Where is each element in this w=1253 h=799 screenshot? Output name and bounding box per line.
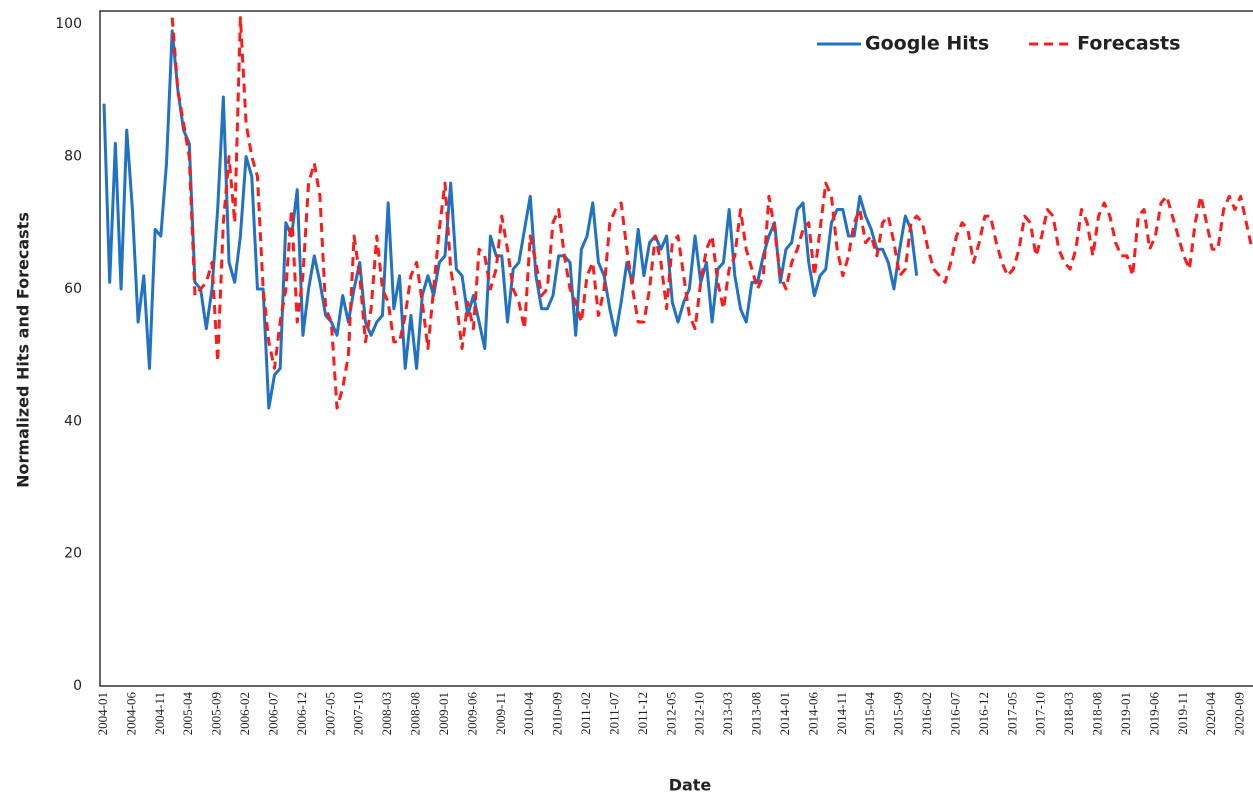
x-tick-label: 2017-05 [1004, 692, 1019, 735]
x-tick-label: 2016-12 [976, 692, 991, 735]
x-tick-label: 2011-12 [635, 692, 650, 735]
x-tick-label: 2009-01 [436, 692, 451, 735]
x-tick-label: 2009-06 [464, 692, 479, 736]
x-tick-label: 2012-10 [692, 692, 707, 735]
x-tick-label: 2004-01 [95, 692, 110, 735]
x-tick-label: 2007-10 [351, 692, 366, 735]
y-tick-label: 0 [73, 678, 82, 694]
x-tick-label: 2017-10 [1033, 692, 1048, 735]
x-tick-label: 2015-09 [891, 692, 906, 735]
x-tick-label: 2006-07 [265, 692, 280, 736]
x-tick-label: 2009-11 [493, 692, 508, 735]
legend-label: Google Hits [865, 33, 989, 55]
x-tick-label: 2016-02 [919, 692, 934, 735]
x-tick-label: 2014-11 [834, 692, 849, 735]
x-tick-label: 2019-11 [1175, 692, 1190, 735]
x-axis-title: Date [669, 776, 712, 795]
x-tick-label: 2019-01 [1118, 692, 1133, 735]
y-tick-label: 60 [64, 281, 82, 297]
x-tick-label: 2008-08 [408, 692, 423, 735]
x-tick-label: 2004-11 [152, 692, 167, 735]
x-tick-label: 2004-06 [123, 692, 138, 736]
x-tick-label: 2011-07 [606, 692, 621, 735]
series-line [170, 16, 1253, 410]
x-tick-label: 2014-06 [805, 692, 820, 736]
plot-area [102, 16, 1253, 410]
x-tick-label: 2018-03 [1061, 692, 1076, 735]
x-tick-label: 2006-02 [237, 692, 252, 735]
x-tick-label: 2019-06 [1146, 692, 1161, 736]
x-tick-label: 2020-04 [1203, 692, 1218, 736]
x-tick-label: 2012-05 [663, 692, 678, 735]
y-tick-label: 20 [64, 546, 82, 562]
x-tick-label: 2007-05 [322, 692, 337, 735]
y-axis-title: Normalized Hits and Forecasts [14, 212, 33, 488]
x-tick-label: 2015-04 [862, 692, 877, 736]
x-tick-label: 2013-08 [749, 692, 764, 735]
x-tick-label: 2005-09 [209, 692, 224, 735]
legend-label: Forecasts [1077, 33, 1180, 55]
x-tick-label: 2006-12 [294, 692, 309, 735]
series-line [102, 29, 919, 410]
x-tick-label: 2008-03 [379, 692, 394, 735]
x-tick-label: 2020-09 [1232, 692, 1247, 735]
x-tick-label: 2010-09 [550, 692, 565, 735]
x-tick-label: 2018-08 [1090, 692, 1105, 735]
y-tick-label: 100 [55, 16, 82, 32]
x-tick-label: 2016-07 [947, 692, 962, 736]
x-tick-label: 2005-04 [180, 692, 195, 736]
plot-frame [99, 10, 1253, 687]
y-tick-label: 40 [64, 413, 82, 429]
x-tick-label: 2011-02 [578, 692, 593, 735]
x-tick-label: 2013-03 [720, 692, 735, 735]
x-tick-label: 2014-01 [777, 692, 792, 735]
y-tick-label: 80 [64, 149, 82, 165]
x-tick-label: 2010-04 [521, 692, 536, 736]
